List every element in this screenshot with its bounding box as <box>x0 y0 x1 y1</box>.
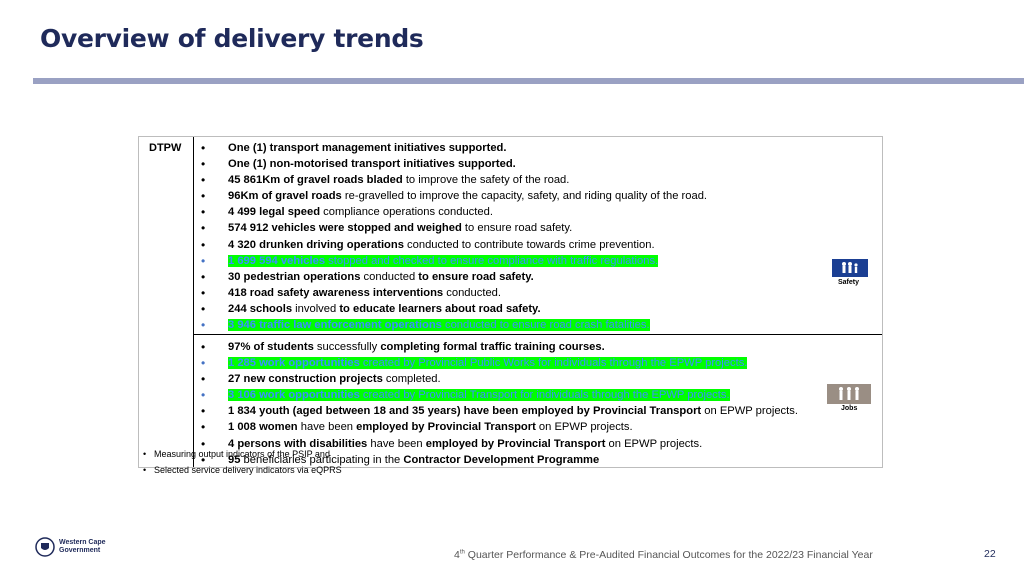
jobs-icon <box>827 384 871 404</box>
coat-of-arms-icon <box>35 537 55 557</box>
footnote-item: Measuring output indicators of the PSIP … <box>143 446 342 462</box>
list-item-highlighted: 1 285 work opportunities created by Prov… <box>201 355 798 371</box>
list-item: 4 persons with disabilities have been em… <box>201 436 798 452</box>
government-logo: Western Cape Government <box>35 537 106 557</box>
list-item: 27 new construction projects completed. <box>201 371 798 387</box>
list-item: One (1) non-motorised transport initiati… <box>201 156 707 172</box>
safety-icon <box>832 259 868 277</box>
column-divider <box>193 137 194 467</box>
list-item: 244 schools involved to educate learners… <box>201 301 707 317</box>
logo-line-1: Western Cape <box>59 539 106 546</box>
footnotes: Measuring output indicators of the PSIP … <box>143 446 342 478</box>
department-label: DTPW <box>149 142 182 154</box>
jobs-list: 97% of students successfully completing … <box>201 339 798 468</box>
list-item: 1 834 youth (aged between 18 and 35 year… <box>201 403 798 419</box>
list-item: 574 912 vehicles were stopped and weighe… <box>201 220 707 236</box>
list-item-highlighted: 1 699 594 vehicles stopped and checked t… <box>201 253 707 269</box>
list-item: 96Km of gravel roads re-gravelled to imp… <box>201 188 707 204</box>
list-item: 4 320 drunken driving operations conduct… <box>201 237 707 253</box>
list-item-highlighted: 3 946 traffic law enforcement operations… <box>201 317 707 333</box>
page-number: 22 <box>984 548 996 560</box>
list-item: 45 861Km of gravel roads bladed to impro… <box>201 172 707 188</box>
safety-label: Safety <box>838 279 860 286</box>
list-item: 1 008 women have been employed by Provin… <box>201 419 798 435</box>
list-item: One (1) transport management initiatives… <box>201 140 707 156</box>
list-item-highlighted: 3 106 work opportunities created by Prov… <box>201 387 798 403</box>
list-item: 30 pedestrian operations conducted to en… <box>201 269 707 285</box>
delivery-table: DTPW One (1) transport management initia… <box>138 136 883 468</box>
footer-text: 4th Quarter Performance & Pre-Audited Fi… <box>454 549 873 561</box>
logo-line-2: Government <box>59 547 101 554</box>
row-divider <box>193 334 882 335</box>
safety-list: One (1) transport management initiatives… <box>201 140 707 333</box>
footnote-item: Selected service delivery indicators via… <box>143 462 342 478</box>
list-item: 418 road safety awareness interventions … <box>201 285 707 301</box>
list-item: 97% of students successfully completing … <box>201 339 798 355</box>
title-divider <box>33 78 1024 84</box>
page-title: Overview of delivery trends <box>40 24 424 53</box>
list-item: 4 499 legal speed compliance operations … <box>201 204 707 220</box>
jobs-label: Jobs <box>841 405 858 412</box>
